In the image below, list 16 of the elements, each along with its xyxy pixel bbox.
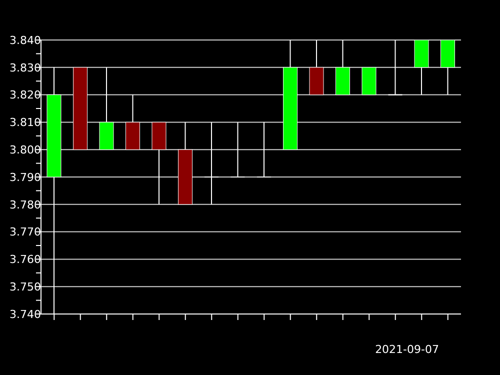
candlestick [256, 122, 272, 178]
y-tick-label: 3.780 [10, 198, 41, 212]
y-tick-label: 3.750 [10, 280, 41, 294]
candlestick [388, 40, 403, 96]
candlestick [204, 122, 219, 205]
y-tick-label: 3.830 [10, 61, 41, 74]
y-tick-label: 3.760 [10, 253, 41, 266]
y-tick-label: 3.770 [10, 226, 41, 239]
y-tick-label: 3.800 [10, 144, 41, 157]
candlestick [230, 122, 246, 178]
x-axis-title: 2021-09-07 [375, 343, 439, 356]
y-tick-label: 3.840 [10, 34, 41, 47]
y-tick-label: 3.810 [10, 116, 41, 130]
y-tick-label: 3.820 [10, 88, 41, 102]
y-tick-label: 3.740 [10, 308, 41, 321]
y-tick-label: 3.790 [10, 170, 41, 184]
